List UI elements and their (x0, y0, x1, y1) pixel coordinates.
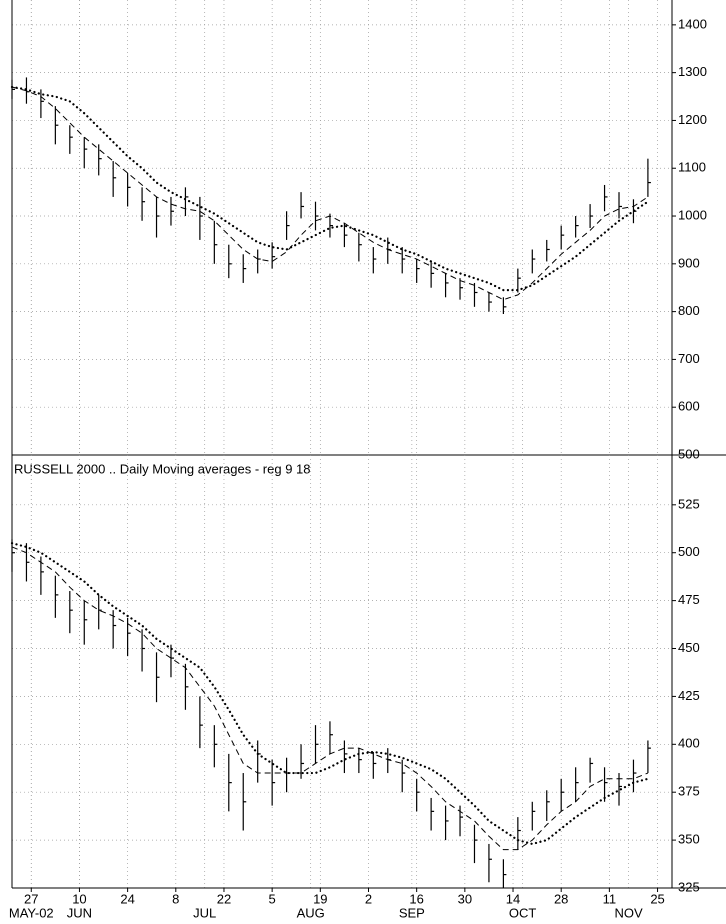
x-tick-label: 19 (313, 891, 327, 906)
y-tick-label: 500 (678, 544, 700, 559)
x-tick-label: 27 (24, 891, 38, 906)
y-tick-label: 450 (678, 640, 700, 655)
x-tick-label: 8 (172, 891, 179, 906)
y-tick-label: 325 (678, 879, 700, 894)
chart-title: RUSSELL 2000 .. Daily Moving averages - … (14, 461, 311, 476)
x-month-label: SEP (399, 905, 425, 920)
x-tick-label: 14 (506, 891, 520, 906)
x-month-label: AUG (297, 905, 325, 920)
y-tick-label: 700 (678, 351, 700, 366)
x-month-label: JUN (67, 905, 92, 920)
x-tick-label: 2 (365, 891, 372, 906)
y-tick-label: 1200 (678, 112, 707, 127)
y-tick-label: 1100 (678, 160, 706, 175)
x-month-label: NOV (615, 905, 644, 920)
x-tick-label: 28 (554, 891, 568, 906)
x-month-label: MAY-02 (9, 905, 54, 920)
y-tick-label: 1000 (678, 207, 707, 222)
y-tick-label: 400 (678, 736, 700, 751)
y-tick-label: 425 (678, 688, 700, 703)
moving-average (11, 86, 649, 301)
x-tick-label: 5 (269, 891, 276, 906)
moving-average (11, 546, 649, 851)
y-tick-label: 475 (678, 592, 700, 607)
y-tick-label: 375 (678, 784, 700, 799)
y-tick-label: 900 (678, 255, 700, 270)
x-month-label: JUL (193, 905, 216, 920)
y-tick-label: 1400 (678, 16, 707, 31)
x-tick-label: 24 (120, 891, 134, 906)
x-tick-label: 30 (458, 891, 472, 906)
x-tick-label: 22 (217, 891, 231, 906)
x-month-label: OCT (509, 905, 537, 920)
y-tick-label: 800 (678, 303, 700, 318)
moving-average (10, 542, 650, 846)
y-tick-label: 350 (678, 832, 700, 847)
moving-average (10, 85, 650, 292)
y-tick-label: 500 (678, 446, 700, 461)
y-tick-label: 600 (678, 399, 700, 414)
x-tick-label: 25 (650, 891, 664, 906)
y-tick-label: 525 (678, 496, 700, 511)
y-tick-label: 1300 (678, 64, 707, 79)
x-tick-label: 16 (409, 891, 423, 906)
x-tick-label: 10 (72, 891, 86, 906)
x-tick-label: 11 (603, 891, 617, 906)
